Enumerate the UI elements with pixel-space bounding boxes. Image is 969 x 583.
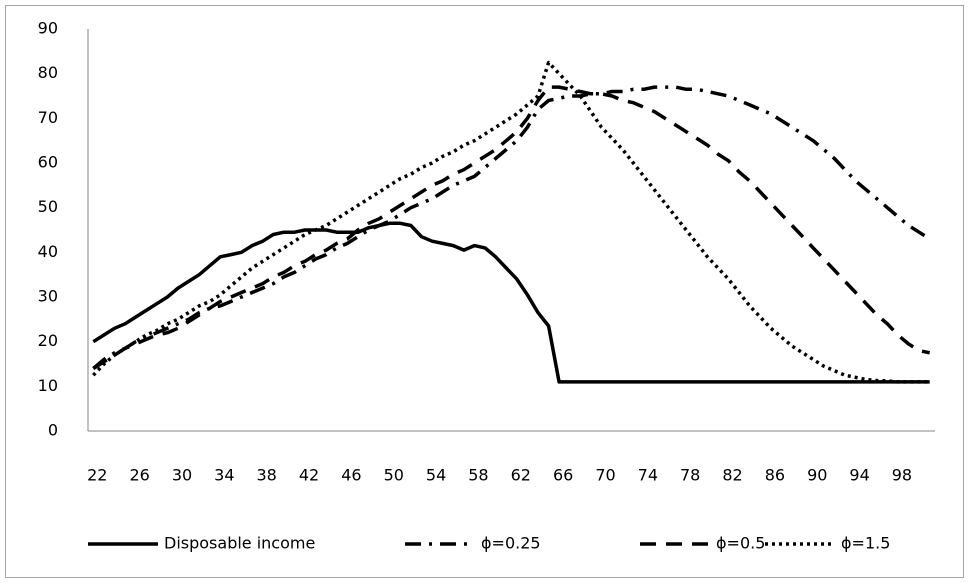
x-tick-label: 98 [892, 466, 912, 485]
x-tick-label: 22 [87, 466, 107, 485]
x-tick-label: 54 [426, 466, 446, 485]
legend-label: ϕ=0.5 [716, 534, 765, 553]
x-tick-label: 34 [214, 466, 234, 485]
x-tick-label: 42 [299, 466, 319, 485]
x-tick-label: 26 [129, 466, 149, 485]
x-tick-label: 86 [765, 466, 785, 485]
series-line [92, 221, 930, 384]
x-tick-label: 90 [807, 466, 827, 485]
x-tick-label: 70 [595, 466, 615, 485]
x-tick-label: 58 [468, 466, 488, 485]
x-tick-label: 50 [384, 466, 404, 485]
legend-label: ϕ=1.5 [841, 534, 890, 553]
legend-label: Disposable income [164, 534, 315, 553]
y-tick-label: 60 [38, 153, 58, 172]
x-tick-label: 66 [553, 466, 573, 485]
y-tick-label: 40 [38, 242, 58, 261]
y-tick-label: 30 [38, 287, 58, 306]
x-tick-label: 62 [511, 466, 531, 485]
y-tick-label: 70 [38, 108, 58, 127]
x-tick-label: 46 [341, 466, 361, 485]
y-tick-label: 90 [38, 19, 58, 38]
y-tick-label: 20 [38, 331, 58, 350]
y-tick-label: 0 [48, 421, 58, 440]
x-tick-label: 38 [257, 466, 277, 485]
y-tick-label: 50 [38, 197, 58, 216]
x-tick-label: 82 [722, 466, 742, 485]
y-tick-label: 80 [38, 63, 58, 82]
x-tick-label: 78 [680, 466, 700, 485]
x-tick-label: 94 [849, 466, 869, 485]
series-line [92, 85, 931, 370]
x-tick-label: 30 [172, 466, 192, 485]
y-tick-label: 10 [38, 376, 58, 395]
x-tick-label: 74 [638, 466, 658, 485]
chart-border [5, 5, 964, 578]
legend-label: ϕ=0.25 [481, 534, 541, 553]
